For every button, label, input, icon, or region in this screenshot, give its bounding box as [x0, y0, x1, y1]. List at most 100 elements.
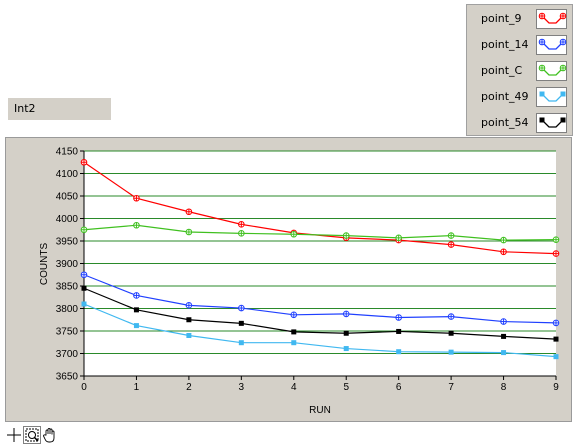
- data-point[interactable]: [447, 313, 455, 320]
- data-point[interactable]: [186, 317, 192, 323]
- data-point[interactable]: [80, 271, 88, 279]
- y-tick-label: 4000: [56, 214, 79, 225]
- legend-swatch-icon[interactable]: [536, 61, 567, 81]
- legend-marker[interactable]: [560, 91, 566, 97]
- data-point[interactable]: [396, 328, 402, 334]
- legend-item-point-49[interactable]: point_49: [467, 87, 574, 109]
- data-point[interactable]: [342, 310, 350, 318]
- legend-label: point_54: [481, 116, 529, 129]
- y-tick-label: 3700: [56, 349, 79, 360]
- data-point[interactable]: [238, 320, 244, 326]
- crosshair-cursor-icon[interactable]: [5, 426, 23, 444]
- data-point[interactable]: [185, 302, 193, 309]
- data-point[interactable]: [81, 285, 87, 291]
- y-tick-label: 3800: [56, 304, 79, 315]
- data-point[interactable]: [80, 158, 88, 166]
- x-tick-label: 6: [396, 382, 402, 393]
- y-tick-label: 4150: [56, 147, 79, 158]
- series-line-point-c[interactable]: [83, 224, 557, 241]
- data-point[interactable]: [501, 333, 507, 339]
- series-line-point-14[interactable]: [83, 274, 557, 324]
- legend-swatch-icon[interactable]: [536, 35, 567, 55]
- x-axis-label: RUN: [309, 405, 331, 416]
- data-point[interactable]: [343, 346, 349, 352]
- data-point[interactable]: [552, 319, 560, 327]
- legend-marker[interactable]: [560, 117, 566, 123]
- data-point[interactable]: [186, 333, 192, 338]
- data-point[interactable]: [238, 304, 245, 312]
- legend-marker[interactable]: [538, 12, 546, 20]
- legend-label: point_49: [481, 90, 529, 103]
- legend-marker[interactable]: [539, 91, 545, 97]
- data-point[interactable]: [291, 340, 297, 346]
- data-point[interactable]: [501, 350, 507, 356]
- data-point[interactable]: [500, 248, 507, 256]
- legend-item-point-14[interactable]: point_14: [467, 35, 574, 57]
- y-axis-label: COUNTS: [39, 243, 50, 286]
- legend-marker[interactable]: [538, 38, 546, 46]
- data-point[interactable]: [448, 349, 454, 355]
- data-point[interactable]: [447, 241, 455, 248]
- data-point[interactable]: [447, 232, 455, 239]
- legend-item-point-54[interactable]: point_54: [467, 113, 574, 135]
- data-point[interactable]: [553, 354, 559, 360]
- data-point[interactable]: [552, 250, 560, 257]
- legend-swatch-icon[interactable]: [536, 9, 567, 29]
- x-tick-label: 8: [501, 382, 507, 393]
- data-point[interactable]: [448, 330, 454, 336]
- y-tick-label: 3750: [56, 327, 79, 338]
- data-point[interactable]: [290, 230, 298, 238]
- pan-hand-icon[interactable]: [41, 426, 59, 444]
- data-point[interactable]: [238, 221, 245, 228]
- data-point[interactable]: [343, 330, 349, 336]
- legend-swatch-icon[interactable]: [536, 87, 567, 107]
- y-tick-label: 3950: [56, 237, 79, 248]
- data-point[interactable]: [552, 236, 560, 243]
- data-point[interactable]: [342, 232, 350, 239]
- data-point[interactable]: [80, 226, 88, 234]
- y-tick-label: 3650: [56, 372, 79, 383]
- series-line-point-54[interactable]: [83, 287, 557, 340]
- y-tick-label: 3850: [56, 282, 79, 293]
- legend-line: [541, 93, 564, 102]
- legend-label: point_14: [481, 38, 529, 51]
- indicator-label-box: Int2: [8, 98, 111, 120]
- legend-marker[interactable]: [539, 117, 545, 123]
- x-tick-label: 0: [81, 382, 87, 393]
- legend-line: [541, 119, 564, 128]
- data-point[interactable]: [553, 336, 559, 342]
- data-point[interactable]: [185, 228, 193, 236]
- legend-item-point-c[interactable]: point_C: [467, 61, 574, 83]
- legend-line: [541, 67, 564, 76]
- data-point[interactable]: [500, 236, 507, 244]
- series-line-point-49[interactable]: [83, 303, 557, 358]
- data-point[interactable]: [395, 314, 402, 321]
- data-point[interactable]: [133, 292, 140, 299]
- line-chart[interactable]: 3650370037503800385039003950400040504100…: [6, 138, 573, 423]
- legend-marker[interactable]: [559, 64, 567, 72]
- data-point[interactable]: [396, 349, 402, 355]
- data-point[interactable]: [291, 329, 297, 335]
- data-point[interactable]: [133, 307, 139, 313]
- x-tick-label: 5: [343, 382, 349, 393]
- data-point[interactable]: [238, 230, 245, 237]
- legend-marker[interactable]: [538, 64, 546, 72]
- data-point[interactable]: [81, 301, 87, 307]
- data-point[interactable]: [238, 340, 244, 346]
- legend-marker[interactable]: [559, 12, 567, 20]
- data-point[interactable]: [133, 221, 140, 229]
- x-tick-label: 7: [448, 382, 454, 393]
- data-point[interactable]: [133, 323, 139, 329]
- data-point[interactable]: [500, 318, 507, 325]
- legend-swatch-icon[interactable]: [536, 113, 567, 133]
- x-tick-label: 4: [291, 382, 297, 393]
- legend-marker[interactable]: [559, 38, 567, 46]
- zoom-icon[interactable]: [23, 426, 41, 444]
- plot-legend[interactable]: point_9 point_14 point_C point_49 point_…: [466, 4, 573, 136]
- legend-item-point-9[interactable]: point_9: [467, 9, 574, 31]
- y-tick-label: 4100: [56, 169, 79, 180]
- data-point[interactable]: [133, 194, 140, 202]
- data-point[interactable]: [290, 311, 298, 319]
- data-point[interactable]: [185, 208, 193, 216]
- data-point[interactable]: [395, 234, 402, 242]
